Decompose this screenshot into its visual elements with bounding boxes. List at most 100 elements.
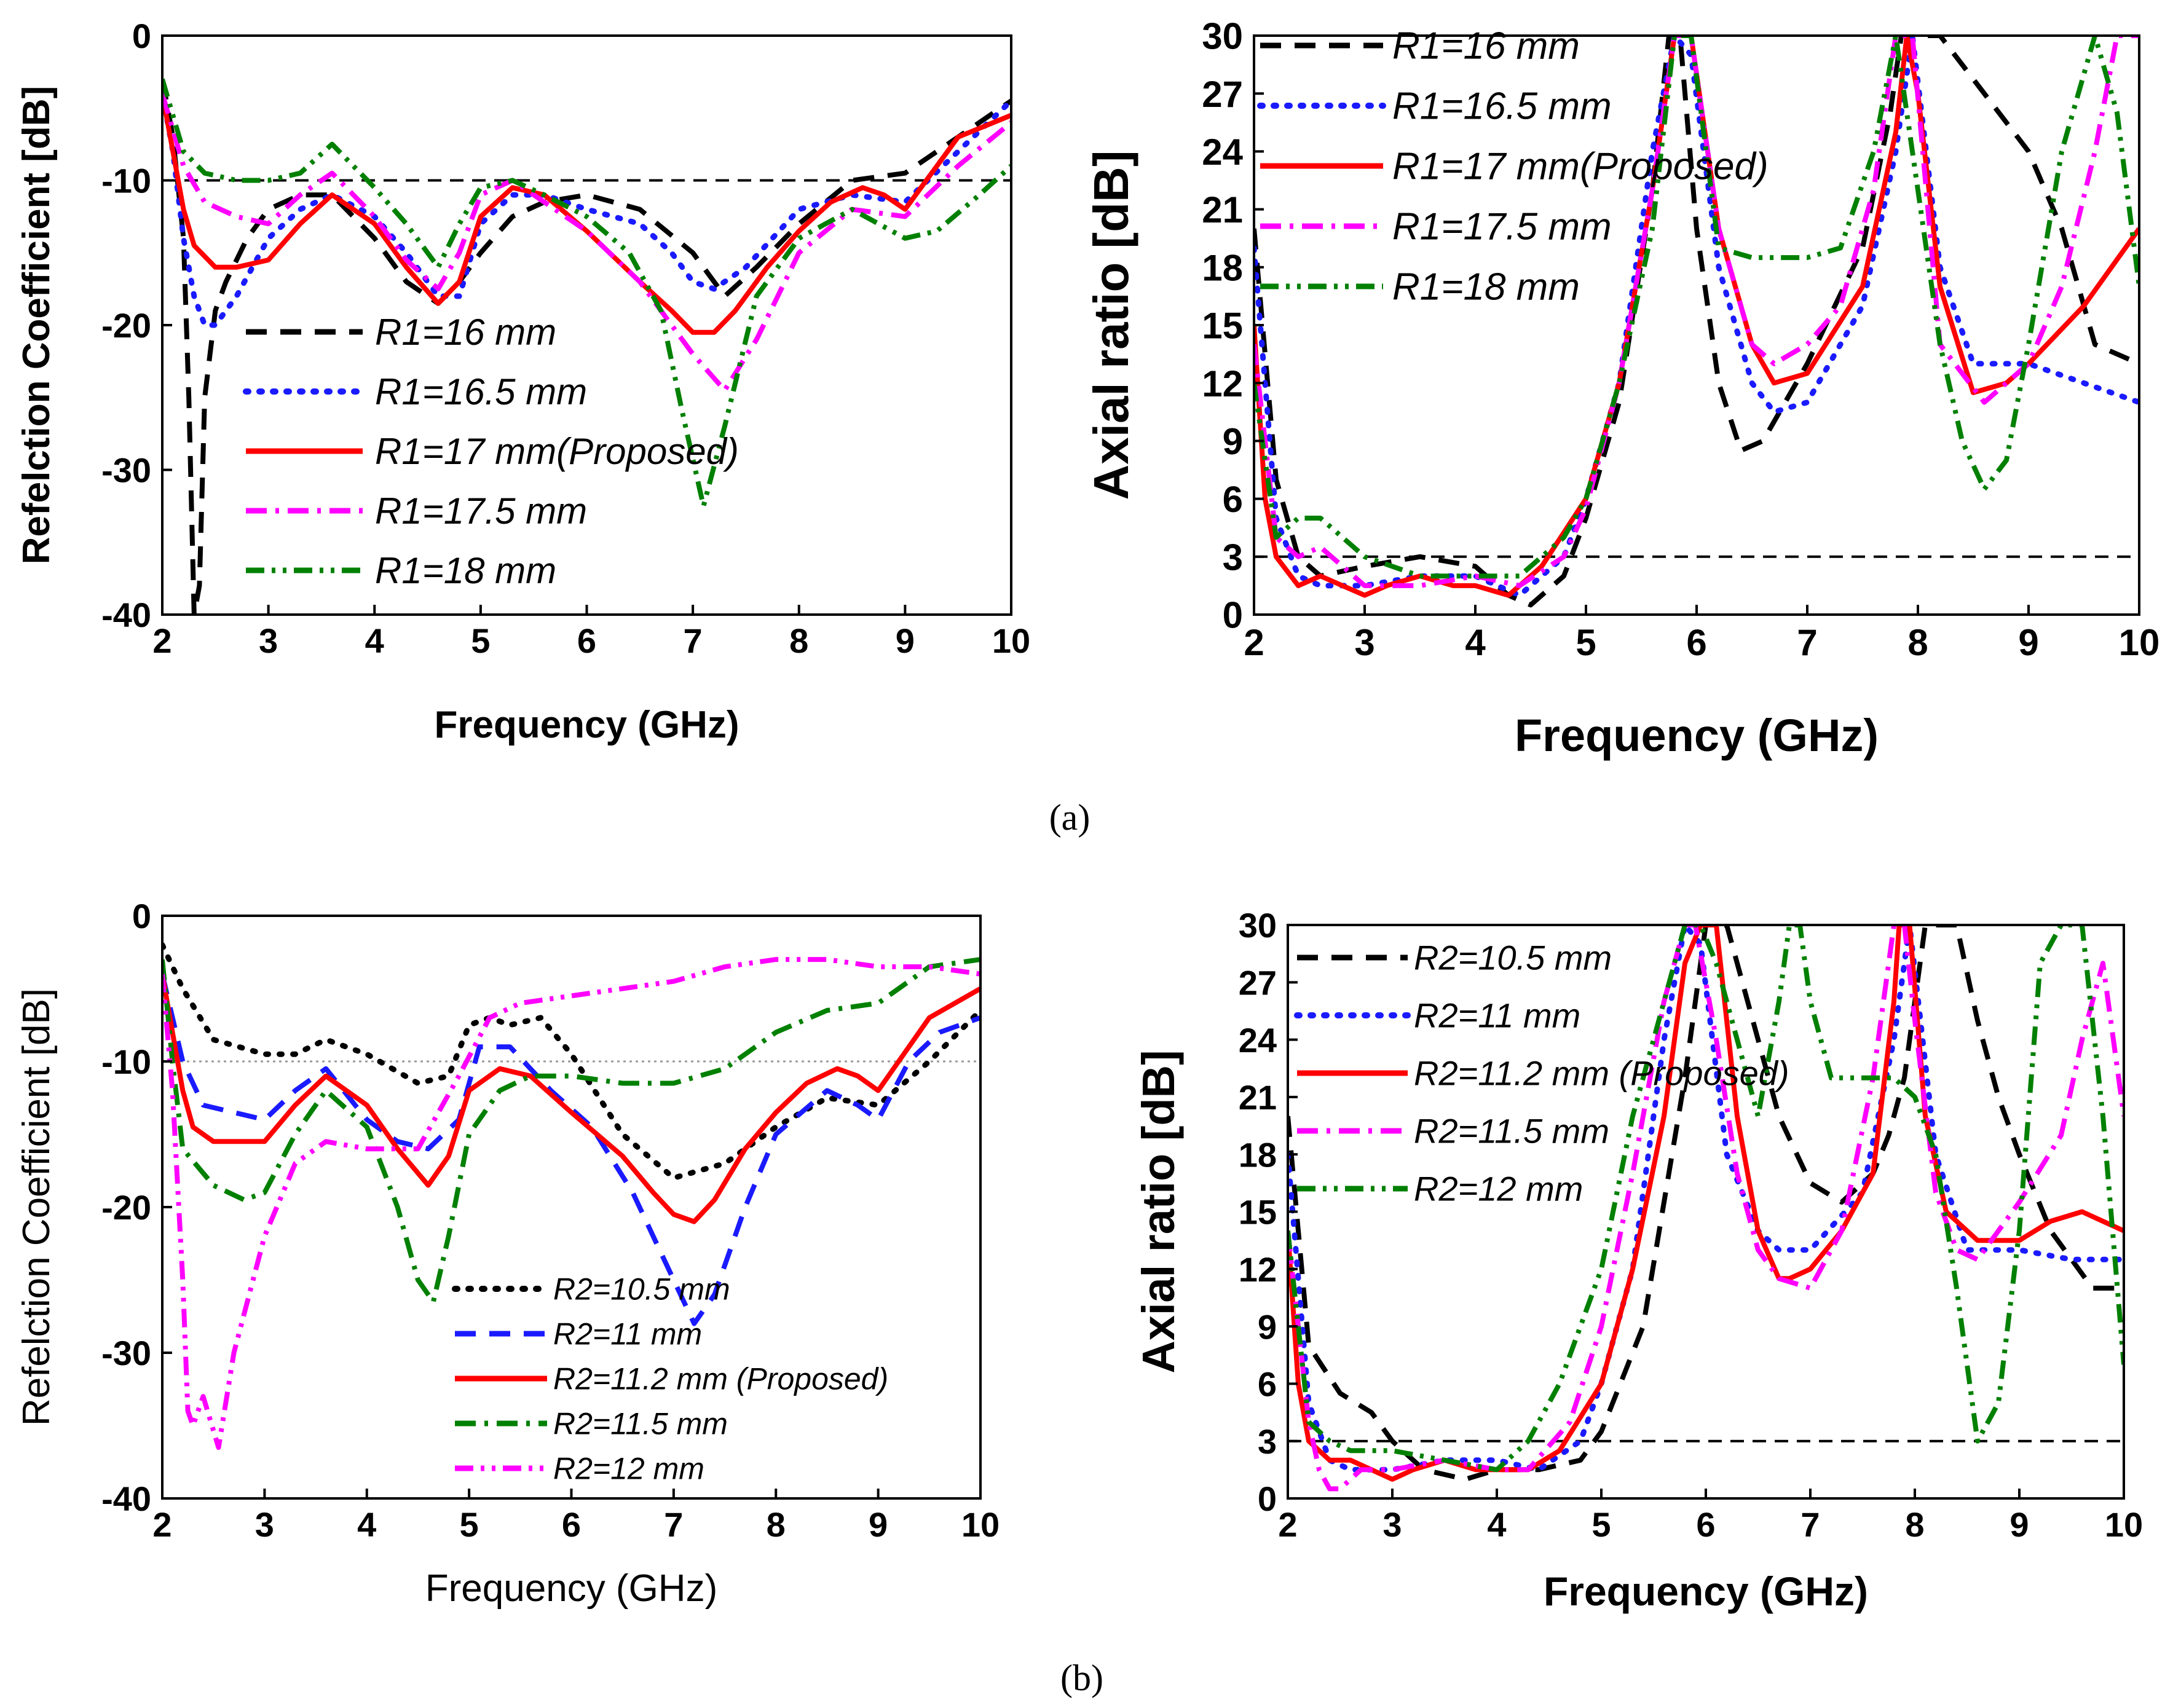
x-tick-label: 3 <box>1354 622 1374 663</box>
y-axis-label: Refelction Coefficient [dB] <box>15 86 58 564</box>
y-axis-label: Refelction Coefficient [dB] <box>15 988 58 1426</box>
legend-label-1: R2=10.5 mm <box>553 1272 730 1307</box>
y-tick-label: -40 <box>101 1479 151 1518</box>
y-tick-label: 15 <box>1239 1193 1277 1232</box>
legend-label-1: R1=16 mm <box>1392 25 1580 68</box>
plot-frame <box>1287 924 2125 1500</box>
series-line-1 <box>1288 925 2124 1482</box>
x-tick-label: 8 <box>789 621 808 660</box>
legend-label-4: R1=17.5 mm <box>375 490 587 532</box>
x-tick-label: 4 <box>1465 622 1486 663</box>
legend-label-5: R2=12 mm <box>1414 1170 1583 1208</box>
y-tick-label: 6 <box>1223 479 1243 520</box>
series-line-1 <box>162 78 1011 615</box>
legend-label-3: R2=11.2 mm (Proposed) <box>553 1362 888 1396</box>
x-tick-label: 5 <box>471 621 490 660</box>
series-line-5 <box>162 957 980 1450</box>
y-axis-label: Axial ratio [dB] <box>1133 1050 1184 1373</box>
x-axis-label: Frequency (GHz) <box>434 704 739 746</box>
y-tick-label: 9 <box>1223 421 1243 462</box>
y-tick-label: -40 <box>101 596 151 634</box>
x-tick-label: 6 <box>562 1505 581 1544</box>
x-tick-label: 4 <box>357 1505 376 1544</box>
x-tick-label: 7 <box>1797 622 1817 663</box>
series-line-2 <box>162 973 980 1326</box>
legend-label-2: R1=16.5 mm <box>375 371 587 412</box>
series-line-4 <box>162 957 980 1305</box>
x-tick-label: 7 <box>664 1505 683 1544</box>
series-line-4 <box>1288 925 2124 1492</box>
x-tick-label: 6 <box>1696 1505 1715 1544</box>
legend-label-3: R2=11.2 mm (Proposed) <box>1414 1054 1789 1093</box>
x-tick-label: 9 <box>2009 1505 2029 1544</box>
x-axis-label: Frequency (GHz) <box>425 1567 717 1610</box>
x-tick-label: 2 <box>152 1505 172 1544</box>
series-line-5 <box>162 78 1011 509</box>
legend-label-2: R2=11 mm <box>1414 996 1580 1035</box>
legend-label-4: R1=17.5 mm <box>1392 206 1612 248</box>
chart-a-left: 2 3 4 5 6 7 8 9 10 0 -10 -20 -30 -40 Frequency (GHz) Re… <box>15 17 1030 746</box>
legend-label-5: R2=12 mm <box>553 1452 704 1486</box>
x-tick-label: 3 <box>255 1505 274 1544</box>
y-tick-label: 15 <box>1202 305 1243 347</box>
y-tick-label: 6 <box>1258 1365 1277 1404</box>
series-line-4 <box>1254 36 2139 588</box>
series-line-1 <box>162 942 980 1181</box>
legend-label-1: R2=10.5 mm <box>1414 939 1612 977</box>
x-tick-label: 2 <box>1278 1505 1297 1544</box>
y-tick-label: -20 <box>101 306 151 345</box>
x-tick-label: 3 <box>259 621 278 660</box>
series-line-4 <box>162 93 1011 393</box>
y-tick-label: 21 <box>1239 1078 1277 1117</box>
y-tick-label: 0 <box>132 17 151 55</box>
y-tick-label: 3 <box>1223 537 1243 578</box>
legend-label-1: R1=16 mm <box>375 312 556 353</box>
y-tick-label: -10 <box>101 162 151 200</box>
y-tick-label: 27 <box>1239 963 1277 1002</box>
x-tick-label: 5 <box>1591 1505 1611 1544</box>
x-tick-label: 2 <box>1244 622 1264 663</box>
series-line-2 <box>162 90 1011 328</box>
y-tick-label: 30 <box>1239 906 1277 945</box>
legend-label-4: R2=11.5 mm <box>553 1407 728 1441</box>
y-tick-label: 0 <box>132 897 151 935</box>
x-tick-label: 9 <box>896 621 915 660</box>
caption-a: (a) <box>1049 797 1090 838</box>
x-tick-label: 6 <box>577 621 596 660</box>
y-tick-label: -20 <box>101 1188 151 1227</box>
y-tick-label: -30 <box>101 451 151 490</box>
series-line-5 <box>1288 925 2124 1473</box>
y-tick-label: 3 <box>1258 1422 1277 1461</box>
x-tick-label: 10 <box>961 1505 1000 1544</box>
x-tick-label: 8 <box>1905 1505 1924 1544</box>
x-tick-label: 10 <box>2105 1505 2143 1544</box>
legend: R2=10.5 mm R2=11 mm R2=11.2 mm (Proposed) R… <box>1294 939 1789 1208</box>
x-axis-label: Frequency (GHz) <box>1515 710 1879 761</box>
legend-label-2: R1=16.5 mm <box>1392 85 1612 128</box>
chart-b-left: 2 3 4 5 6 7 8 9 10 0 -10 -20 -30 -40 Frequency (GHz) Re… <box>15 897 1000 1610</box>
legend: R2=10.5 mm R2=11 mm R2=11.2 mm (Proposed) R… <box>452 1272 888 1486</box>
y-tick-label: -30 <box>101 1334 151 1372</box>
x-tick-label: 10 <box>2119 622 2160 663</box>
y-tick-label: 9 <box>1258 1307 1277 1346</box>
x-tick-label: 5 <box>460 1505 479 1544</box>
x-tick-label: 9 <box>869 1505 888 1544</box>
legend-label-4: R2=11.5 mm <box>1414 1112 1609 1151</box>
x-tick-label: 8 <box>1907 622 1928 663</box>
legend-label-3: R1=17 mm(Proposed) <box>1392 146 1769 188</box>
x-tick-label: 5 <box>1576 622 1596 663</box>
legend-label-5: R1=18 mm <box>1392 266 1580 309</box>
y-tick-label: 12 <box>1239 1250 1277 1289</box>
series-line-3 <box>162 974 980 1224</box>
x-tick-label: 4 <box>365 621 384 660</box>
y-tick-label: 18 <box>1239 1135 1277 1174</box>
x-tick-label: 7 <box>1800 1505 1820 1544</box>
y-tick-label: 30 <box>1202 16 1243 57</box>
y-tick-label: -10 <box>101 1042 151 1081</box>
x-tick-label: 7 <box>684 621 703 660</box>
y-tick-label: 0 <box>1258 1479 1277 1518</box>
y-tick-label: 12 <box>1202 363 1243 404</box>
series-line-5 <box>1254 36 2139 579</box>
legend-label-5: R1=18 mm <box>375 550 556 591</box>
